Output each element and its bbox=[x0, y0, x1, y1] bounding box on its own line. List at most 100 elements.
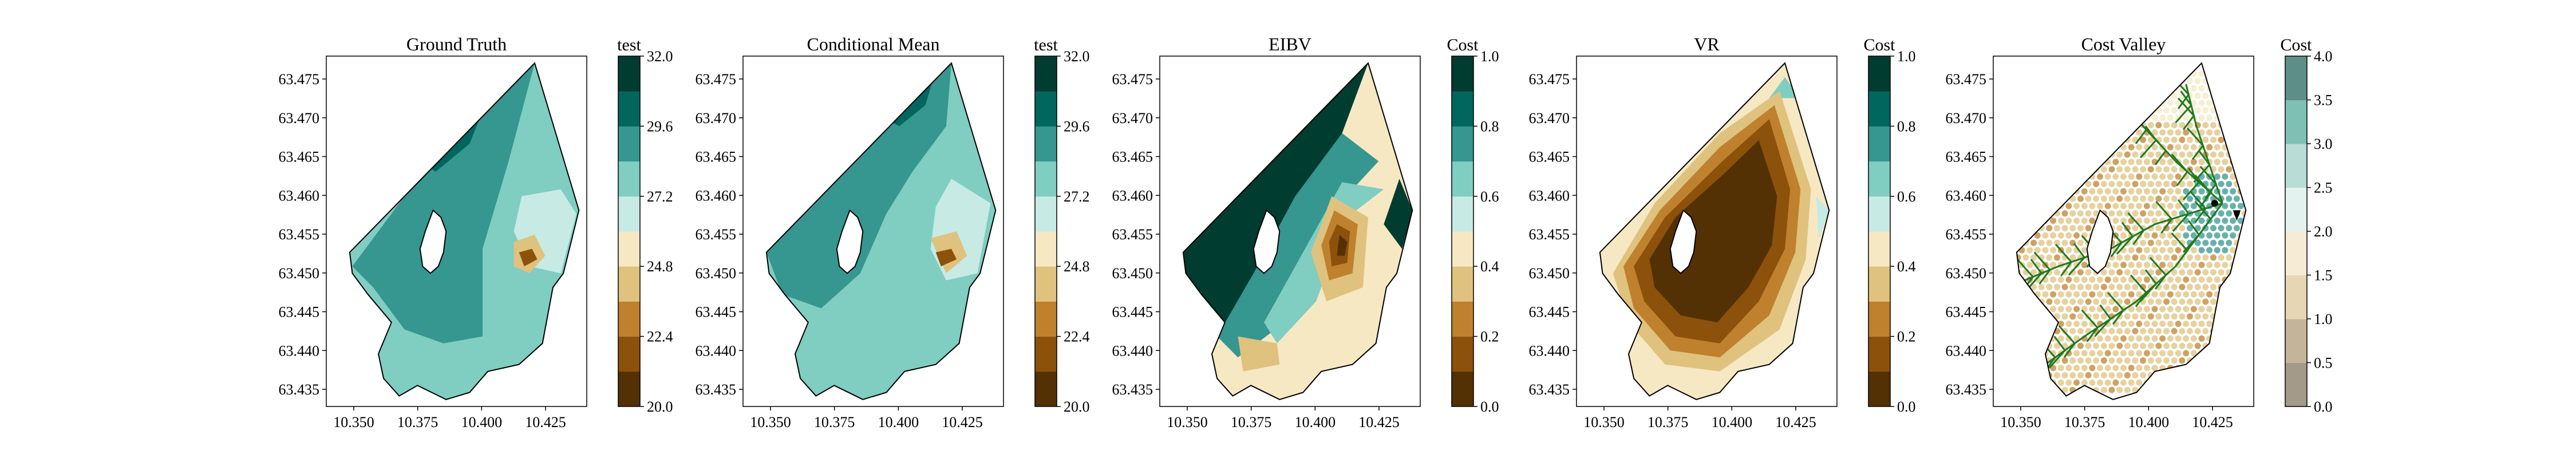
cost-point bbox=[2206, 144, 2213, 151]
colorbar-band bbox=[1868, 266, 1890, 302]
y-tick-label: 63.475 bbox=[696, 71, 737, 88]
boundary-outline bbox=[2016, 62, 2247, 400]
x-tick-label: 10.400 bbox=[2128, 414, 2170, 431]
cost-point bbox=[2018, 306, 2025, 313]
cost-point bbox=[2163, 254, 2170, 261]
x-tick-label: 10.425 bbox=[942, 414, 983, 431]
cost-point bbox=[2026, 218, 2033, 224]
cost-point bbox=[2163, 225, 2170, 231]
cost-point bbox=[2230, 291, 2237, 298]
cost-point bbox=[2042, 70, 2049, 77]
cost-point bbox=[2222, 114, 2229, 121]
cost-point bbox=[2054, 372, 2060, 378]
colorbar-band bbox=[1868, 231, 1890, 267]
cost-point bbox=[2187, 386, 2193, 393]
y-tick-label: 63.475 bbox=[1946, 71, 1987, 88]
path-branch bbox=[2096, 129, 2108, 144]
cost-point bbox=[2230, 321, 2237, 327]
cost-point bbox=[2097, 277, 2103, 283]
cost-point bbox=[2089, 144, 2096, 151]
cost-point bbox=[2120, 188, 2127, 195]
cost-point bbox=[2034, 321, 2041, 327]
cost-point bbox=[2198, 247, 2205, 254]
cost-point bbox=[2214, 100, 2221, 106]
colorbar-band bbox=[1452, 126, 1473, 162]
y-tick-label: 63.465 bbox=[1529, 149, 1570, 165]
cost-point bbox=[2226, 283, 2233, 290]
cost-point bbox=[2104, 114, 2111, 121]
cost-point bbox=[2198, 188, 2205, 195]
cost-point bbox=[2171, 283, 2178, 290]
cost-point bbox=[2016, 107, 2021, 114]
cost-point bbox=[2140, 327, 2147, 334]
cost-point bbox=[2147, 239, 2154, 246]
cost-point bbox=[2183, 379, 2190, 386]
colorbar-tick-label: 32.0 bbox=[1064, 48, 1090, 65]
path-branch bbox=[2182, 115, 2195, 131]
cost-point bbox=[2108, 107, 2115, 114]
contour-band bbox=[1337, 235, 1348, 256]
plot-area: 63.435 63.440 63.445 63.450 63.455 63.460 63.4… bbox=[1946, 56, 2254, 431]
cost-point bbox=[2124, 357, 2131, 364]
colorbar-tick-label: 0.4 bbox=[1897, 258, 1916, 275]
cost-point bbox=[2218, 386, 2225, 393]
cost-point bbox=[2163, 136, 2170, 143]
cost-point bbox=[2206, 306, 2213, 313]
path-branch bbox=[2086, 327, 2099, 342]
cost-point bbox=[2190, 321, 2197, 327]
cost-point bbox=[2210, 210, 2217, 217]
cost-point bbox=[2175, 335, 2182, 342]
cost-point bbox=[2143, 100, 2150, 106]
cost-point bbox=[2171, 107, 2178, 114]
cost-point bbox=[2077, 122, 2084, 129]
cost-point bbox=[2167, 100, 2174, 106]
cost-point bbox=[2018, 173, 2025, 180]
cost-point bbox=[2155, 239, 2162, 246]
cost-point bbox=[2230, 114, 2237, 121]
cost-point bbox=[2042, 188, 2049, 195]
cost-point bbox=[2222, 262, 2229, 269]
contour-band bbox=[1183, 63, 1368, 344]
cost-point bbox=[2042, 85, 2049, 92]
cost-point bbox=[2206, 291, 2213, 298]
contour-band bbox=[1649, 140, 1777, 323]
cost-point bbox=[2100, 357, 2107, 364]
cost-point bbox=[2136, 188, 2143, 195]
cost-point bbox=[2222, 218, 2229, 224]
plot-area: 63.435 63.440 63.445 63.450 63.455 63.460 63.4… bbox=[279, 56, 587, 431]
cost-point bbox=[2050, 350, 2057, 357]
cost-point bbox=[2233, 92, 2240, 99]
cost-point bbox=[2210, 313, 2217, 320]
y-tick-label: 63.445 bbox=[1946, 304, 1987, 321]
cost-point bbox=[2038, 327, 2045, 334]
contour-field bbox=[2016, 70, 2246, 393]
cost-point bbox=[2108, 122, 2115, 129]
cost-point bbox=[2065, 144, 2072, 151]
cost-point bbox=[2050, 232, 2057, 239]
cost-point bbox=[2132, 122, 2139, 129]
cost-point bbox=[2210, 283, 2217, 290]
cost-point bbox=[2026, 321, 2033, 327]
cost-point bbox=[2065, 114, 2072, 121]
cost-point bbox=[2054, 107, 2060, 114]
cost-point bbox=[2151, 306, 2158, 313]
y-tick-label: 63.470 bbox=[1946, 110, 1987, 127]
cost-point bbox=[2226, 136, 2233, 143]
cost-point bbox=[2163, 386, 2170, 393]
cost-point bbox=[2057, 129, 2064, 136]
cost-point bbox=[2140, 180, 2147, 187]
colorbar-label: test bbox=[1034, 35, 1058, 54]
cost-point bbox=[2136, 335, 2143, 342]
colorbar-band bbox=[618, 126, 640, 162]
cost-point bbox=[2147, 342, 2154, 349]
cost-point bbox=[2159, 159, 2166, 165]
cost-point bbox=[2218, 136, 2225, 143]
cost-point bbox=[2104, 129, 2111, 136]
cost-point bbox=[2120, 159, 2127, 165]
cost-point bbox=[2061, 283, 2068, 290]
cost-point bbox=[2120, 365, 2127, 372]
cost-point bbox=[2016, 262, 2017, 269]
cost-point bbox=[2050, 203, 2057, 210]
cost-point bbox=[2046, 225, 2053, 231]
path-branch bbox=[2154, 150, 2167, 165]
